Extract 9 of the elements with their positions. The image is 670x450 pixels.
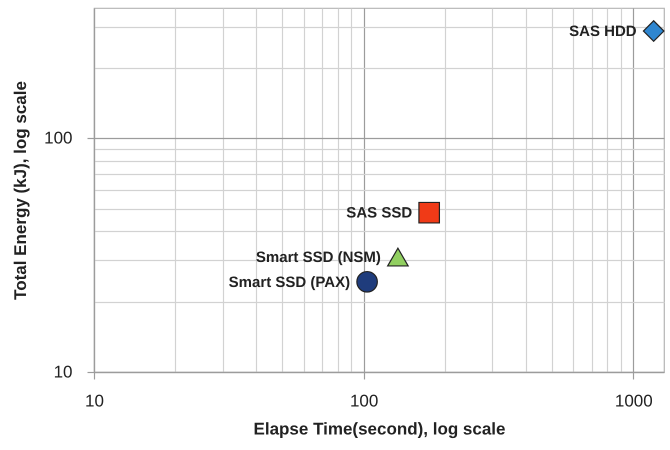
x-axis-title: Elapse Time(second), log scale: [254, 420, 506, 438]
series-label: Smart SSD (PAX): [228, 274, 350, 291]
series-label: SAS HDD: [569, 23, 637, 40]
series-label: SAS SSD: [346, 204, 412, 222]
series-label: Smart SSD (NSM): [256, 249, 381, 266]
y-axis-title: Total Energy (kJ), log scale: [11, 81, 30, 300]
x-tick-label: 100: [350, 392, 378, 410]
x-tick-label: 10: [85, 392, 104, 410]
x-tick-label: 1000: [614, 392, 653, 410]
